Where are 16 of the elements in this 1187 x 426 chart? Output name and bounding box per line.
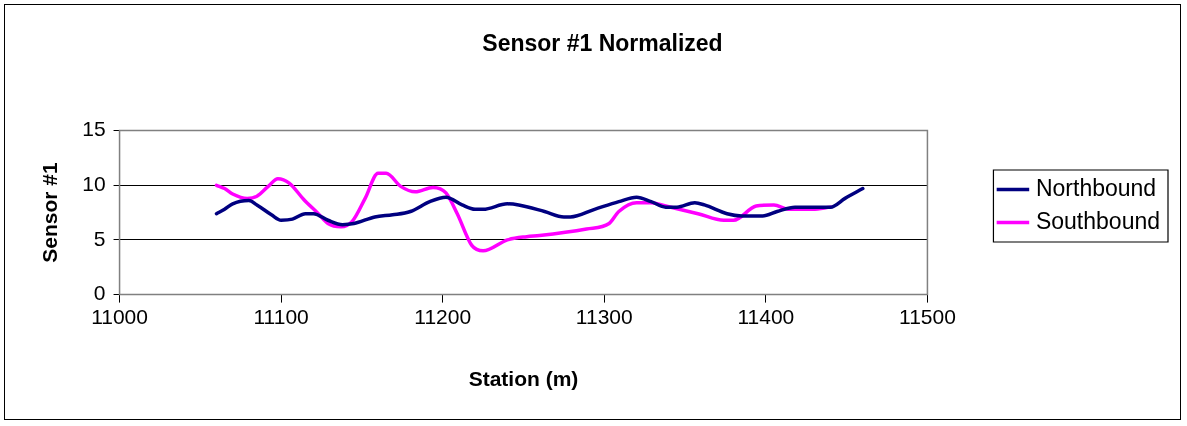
line-series [214,186,865,227]
y-tick-label: 15 [82,117,106,141]
x-tick-label: 11400 [737,305,795,328]
y-tick-label: 5 [93,226,106,250]
x-tick-label: 11300 [575,305,633,328]
y-tick-label: 0 [93,281,106,305]
x-tick-label: 11200 [414,305,472,328]
x-axis-title: Station (m) [468,367,579,391]
legend-label: Northbound [1035,174,1157,201]
chart-title: Sensor #1 Normalized [482,30,723,57]
x-tick-label: 11500 [899,305,956,328]
x-tick-label: 11000 [91,305,148,328]
x-tick-label: 11100 [253,305,309,328]
y-axis-title: Sensor #1 [38,162,62,263]
legend-label: Southbound [1035,207,1161,234]
y-tick-label: 10 [82,172,106,196]
